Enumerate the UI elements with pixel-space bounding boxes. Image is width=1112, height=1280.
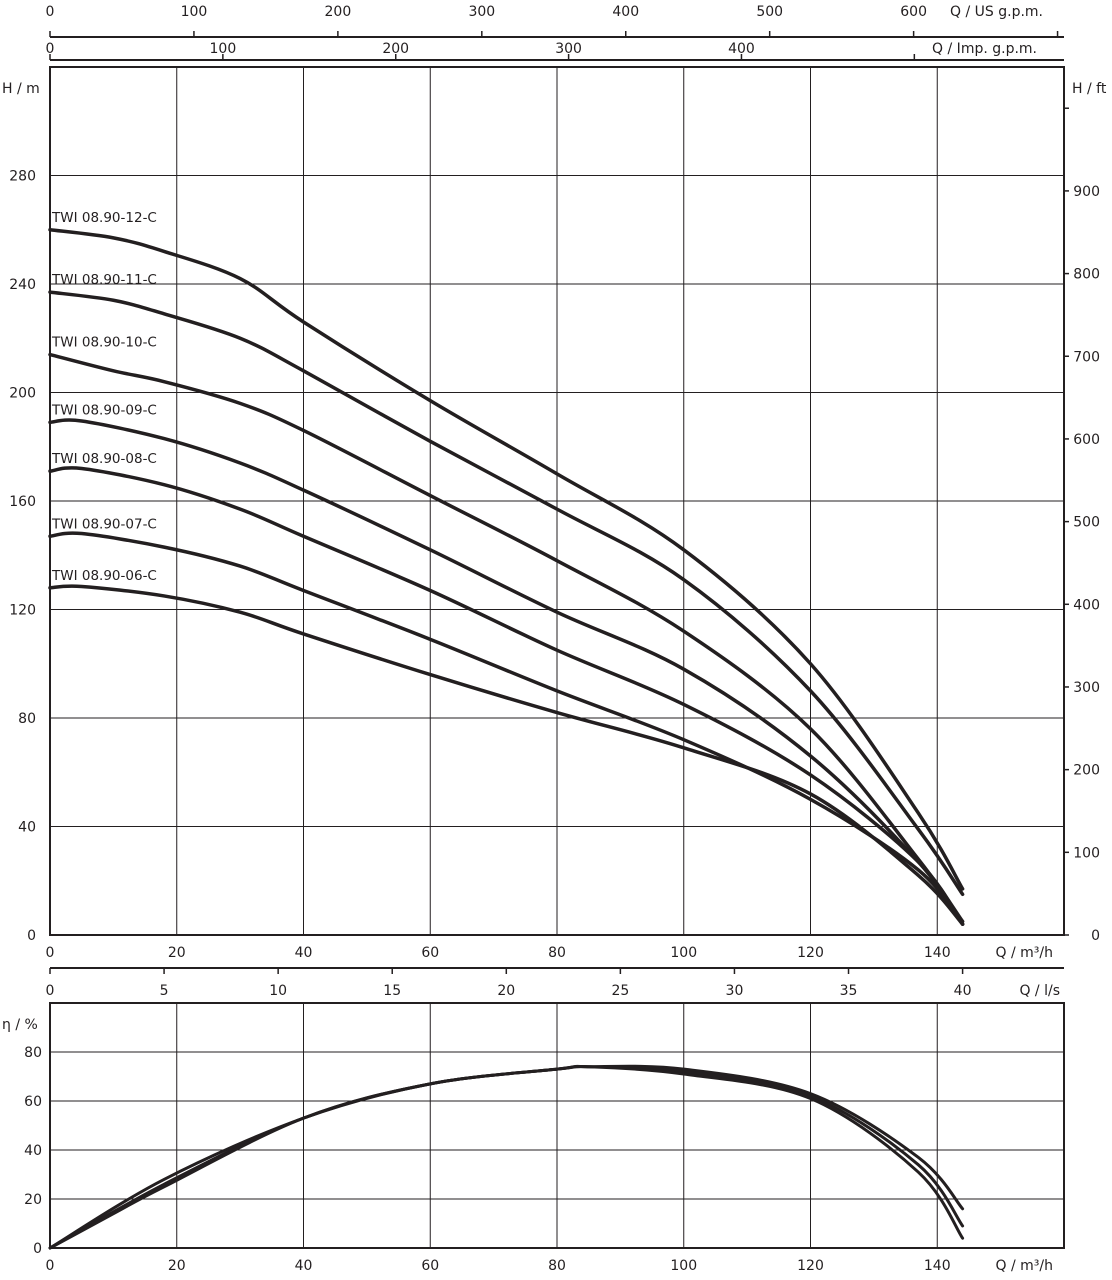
x-tick-label: 100 [670,945,697,961]
eff-x-tick-label: 140 [924,1258,951,1274]
top-axis-tick-label: 200 [382,41,409,57]
ls-tick-label: 10 [269,983,287,999]
series-label: TWI 08.90-08-C [51,451,157,467]
x-tick-label: 20 [168,945,186,961]
y-right-tick-label: 600 [1073,432,1100,448]
top-axis-tick-label: 300 [555,41,582,57]
y-right-tick-label: 300 [1073,680,1100,696]
y-tick-label: 200 [9,386,36,402]
y-tick-label: 160 [9,494,36,510]
y-tick-label: 0 [27,928,36,944]
eff-x-axis-label: Q / m³/h [996,1258,1053,1274]
x-tick-label: 140 [924,945,951,961]
ls-tick-label: 25 [611,983,629,999]
top-axis-tick-label: 400 [728,41,755,57]
ls-tick-label: 40 [954,983,972,999]
eff-x-tick-label: 100 [670,1258,697,1274]
eff-y-tick-label: 40 [24,1143,42,1159]
y-right-tick-label: 100 [1073,845,1100,861]
y-right-tick-label: 900 [1073,184,1100,200]
top-axis-tick-label: 200 [325,4,352,20]
x-tick-label: 80 [548,945,566,961]
y-right-tick-label: 0 [1091,928,1100,944]
eff-y-tick-label: 0 [33,1241,42,1257]
top-axis-tick-label: 100 [210,41,237,57]
y-axis-label: H / m [2,81,40,97]
y-right-tick-label: 500 [1073,515,1100,531]
y-tick-label: 80 [18,711,36,727]
top-axis-label: Q / US g.p.m. [950,4,1043,20]
ls-tick-label: 20 [497,983,515,999]
x-axis-label: Q / m³/h [996,945,1053,961]
series-label: TWI 08.90-06-C [51,568,157,584]
series-label: TWI 08.90-07-C [51,516,157,532]
eff-y-tick-label: 20 [24,1192,42,1208]
y-tick-label: 120 [9,603,36,619]
top-axis-tick-label: 0 [46,4,55,20]
ls-tick-label: 5 [160,983,169,999]
efficiency-curve-0 [48,1064,965,1250]
y-right-axis-label: H / ft [1072,81,1107,97]
x-tick-label: 120 [797,945,824,961]
y-right-tick-label: 400 [1073,597,1100,613]
eff-x-tick-label: 40 [295,1258,313,1274]
series-label: TWI 08.90-09-C [51,402,157,418]
top-axis-tick-label: 500 [756,4,783,20]
pump-curve-twi-08-90-06-c [48,584,965,926]
pump-curve-twi-08-90-08-c [48,466,965,926]
series-label: TWI 08.90-12-C [51,210,157,226]
pump-curve-twi-08-90-09-c [48,418,965,926]
ls-tick-label: 15 [383,983,401,999]
x-tick-label: 0 [46,945,55,961]
eff-y-tick-label: 60 [24,1094,42,1110]
series-label: TWI 08.90-11-C [51,272,157,288]
top-axis-label: Q / Imp. g.p.m. [932,41,1037,57]
eff-x-tick-label: 120 [797,1258,824,1274]
y-right-tick-label: 700 [1073,349,1100,365]
pump-curve-twi-08-90-10-c [48,352,965,924]
ls-axis-label: Q / l/s [1019,983,1060,999]
pump-curve-twi-08-90-07-c [48,531,965,926]
ls-tick-label: 35 [840,983,858,999]
eff-plot-frame [49,1002,1065,1249]
y-tick-label: 240 [9,277,36,293]
x-tick-label: 40 [295,945,313,961]
ls-tick-label: 30 [726,983,744,999]
x-tick-label: 60 [421,945,439,961]
eff-y-tick-label: 80 [24,1045,42,1061]
pump-curve-twi-08-90-11-c [48,290,965,897]
pump-curve-twi-08-90-12-c [48,228,965,891]
top-axis-tick-label: 400 [612,4,639,20]
y-right-tick-label: 800 [1073,267,1100,283]
efficiency-curve-1 [48,1065,965,1250]
top-axis-tick-label: 0 [46,41,55,57]
ls-tick-label: 0 [46,983,55,999]
series-label: TWI 08.90-10-C [51,335,157,351]
top-axis-tick-label: 300 [468,4,495,20]
eff-x-tick-label: 60 [421,1258,439,1274]
eff-y-axis-label: η / % [2,1017,38,1033]
y-tick-label: 280 [9,169,36,185]
top-axis-tick-label: 100 [181,4,208,20]
top-axis-tick-label: 600 [900,4,927,20]
eff-x-tick-label: 80 [548,1258,566,1274]
eff-x-tick-label: 0 [46,1258,55,1274]
efficiency-curve-2 [48,1064,965,1250]
eff-x-tick-label: 20 [168,1258,186,1274]
plot-frame [49,66,1065,936]
y-tick-label: 40 [18,820,36,836]
y-right-tick-label: 200 [1073,763,1100,779]
